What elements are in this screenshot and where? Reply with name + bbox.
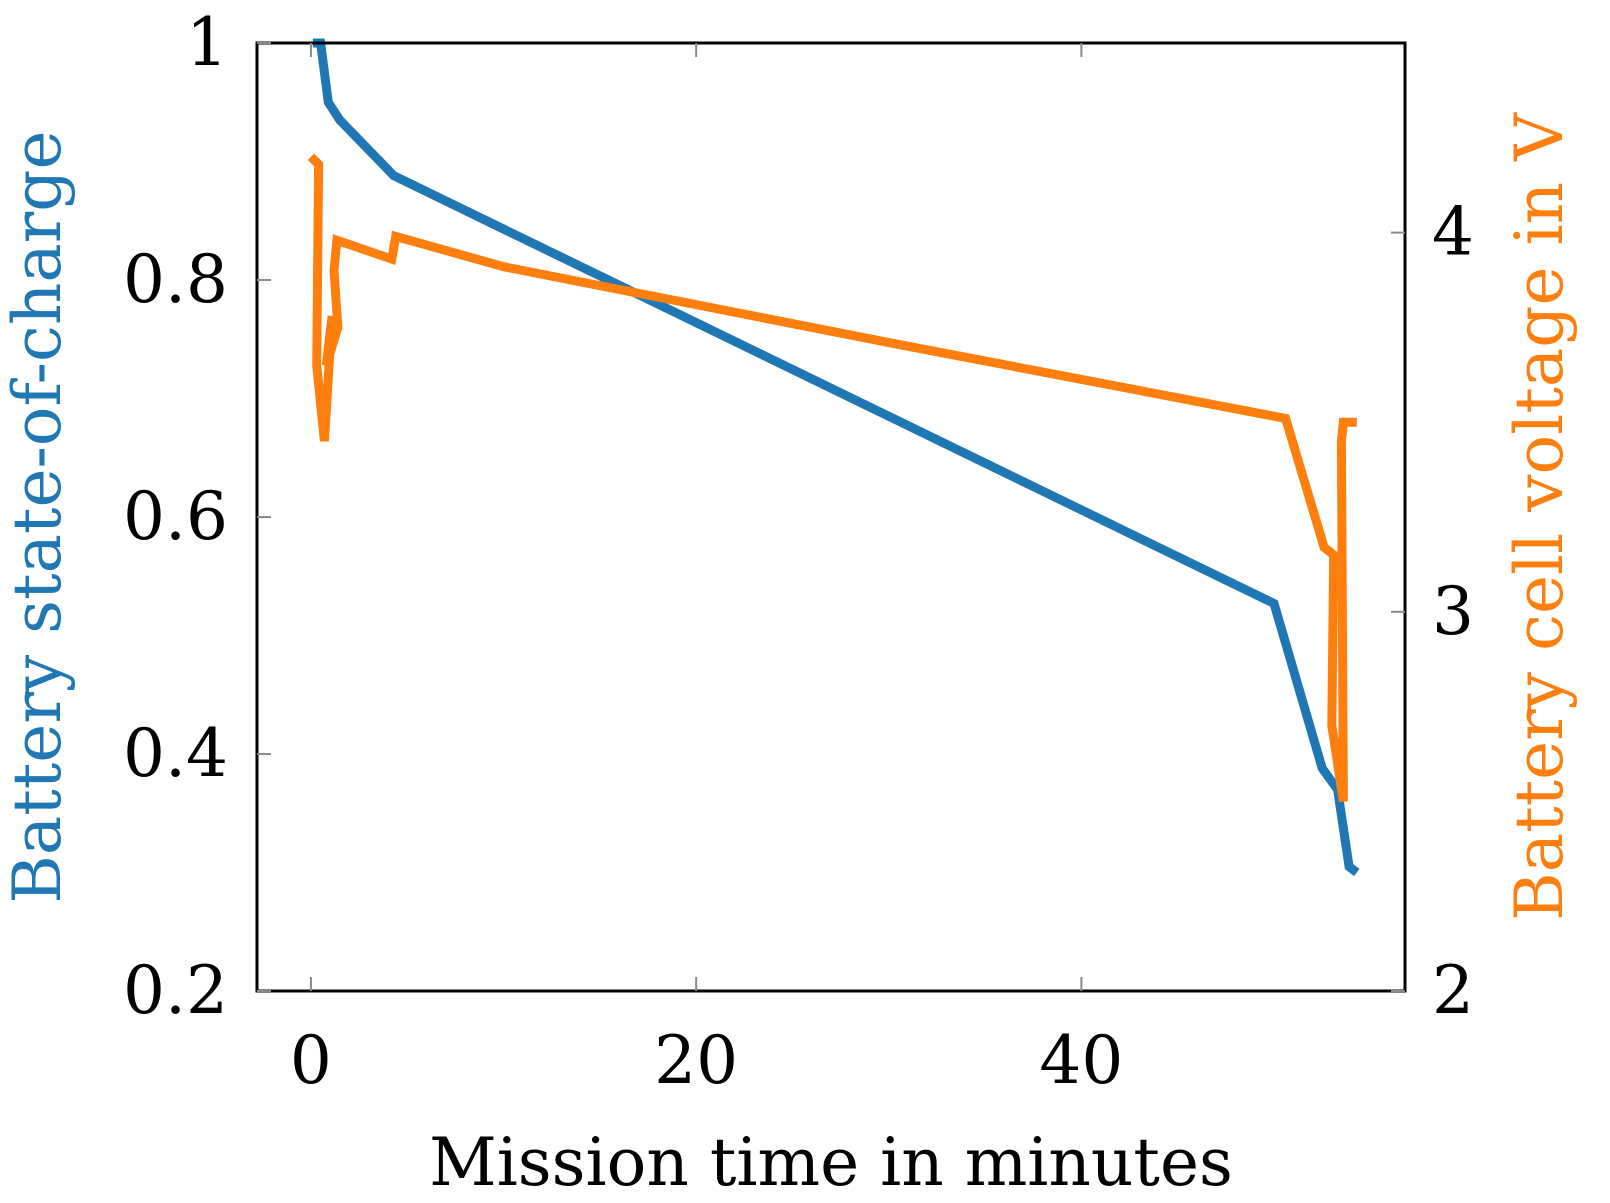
x-tick-label: 0	[290, 1022, 332, 1099]
y-left-tick-label: 0.8	[123, 241, 228, 318]
tick-marks	[257, 42, 1405, 992]
tick-labels: 0 20 40 0.2 0.4 0.6 0.8 1 2 3 4	[123, 4, 1474, 1099]
y-left-tick-label: 0.6	[123, 478, 228, 555]
series-lines	[307, 38, 1360, 877]
x-tick-label: 20	[654, 1022, 738, 1099]
y-axis-left-label: Battery state-of-charge	[0, 130, 76, 903]
soc-series-line	[312, 38, 1360, 877]
x-tick-label: 40	[1039, 1022, 1123, 1099]
y-right-tick-label: 3	[1432, 573, 1474, 650]
y-left-tick-label: 0.2	[123, 952, 228, 1029]
x-axis-label: Mission time in minutes	[429, 1124, 1233, 1201]
y-right-tick-label: 4	[1432, 194, 1474, 271]
y-axis-right-label: Battery cell voltage in V	[1501, 112, 1578, 921]
plot-frame	[255, 41, 1407, 993]
y-left-tick-label: 1	[186, 4, 228, 81]
y-right-tick-label: 2	[1432, 952, 1474, 1029]
y-left-tick-label: 0.4	[123, 715, 228, 792]
voltage-series-line	[307, 153, 1357, 803]
